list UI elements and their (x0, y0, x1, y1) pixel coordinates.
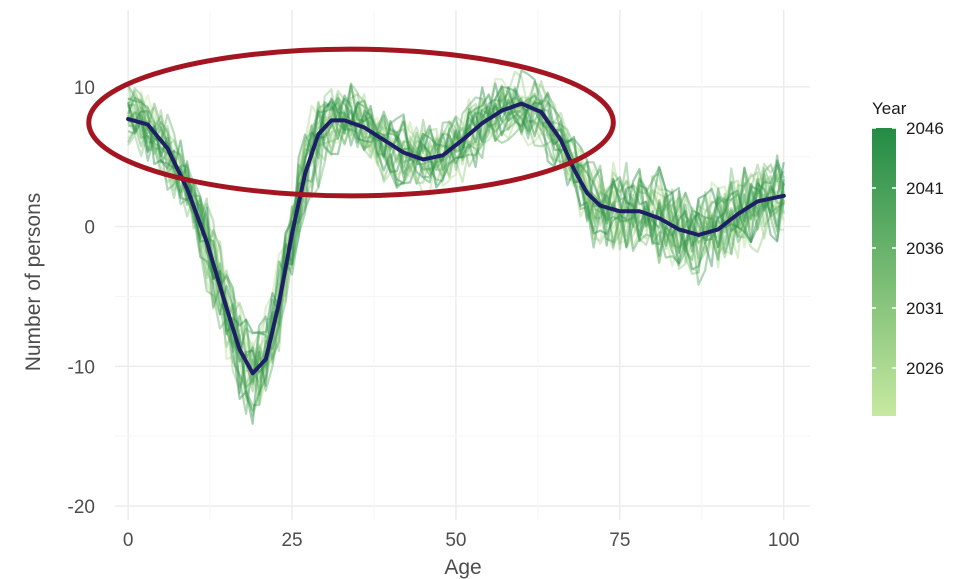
year-line-2035 (127, 93, 785, 383)
year-line-2036 (128, 91, 784, 365)
highlight-ellipse (86, 46, 616, 199)
x-tick-label: 50 (445, 530, 466, 551)
legend-tick-label: 2041 (906, 179, 944, 198)
grid (115, 10, 810, 520)
year-line-2033 (127, 87, 785, 417)
year-line-2022 (127, 91, 785, 402)
year-line-2040 (128, 86, 785, 389)
year-line-2031 (127, 80, 785, 380)
annotation-group (86, 46, 616, 199)
legend: Year 2026 2031 2036 2041 2046 (872, 99, 944, 416)
trend-line-group (126, 101, 786, 376)
year-line-2042 (127, 87, 785, 396)
year-line-2046 (127, 86, 785, 336)
year-line-2025 (127, 100, 785, 349)
x-tick-label: 25 (281, 530, 302, 551)
x-tick-label: 0 (123, 530, 134, 551)
year-line-2026 (127, 82, 785, 390)
y-tick-label: 0 (84, 218, 95, 239)
x-tick-label: 75 (609, 530, 630, 551)
trend-line (126, 101, 786, 376)
year-line-2023 (127, 91, 785, 382)
year-line-2044 (127, 84, 785, 425)
legend-tick-label: 2036 (906, 239, 944, 258)
legend-title: Year (872, 99, 907, 118)
y-tick-label: 10 (74, 78, 95, 99)
x-tick-label: 100 (768, 530, 800, 551)
x-axis-title: Age (444, 556, 481, 579)
legend-tick-label: 2026 (906, 359, 944, 378)
year-line-2032 (127, 99, 785, 385)
year-line-2043 (127, 69, 785, 412)
legend-tick-label: 2031 (906, 299, 944, 318)
y-tick-label: -20 (68, 497, 95, 518)
y-axis-title: Number of persons (22, 193, 45, 372)
year-line-2028 (127, 70, 785, 402)
year-line-2024 (127, 77, 784, 393)
y-tick-label: -10 (68, 357, 95, 378)
tick-labels: 0 25 50 75 100 -20 -10 0 10 (68, 78, 800, 551)
legend-tick-label: 2046 (906, 119, 944, 138)
year-line-2045 (127, 82, 785, 395)
legend-colorbar (872, 128, 896, 416)
